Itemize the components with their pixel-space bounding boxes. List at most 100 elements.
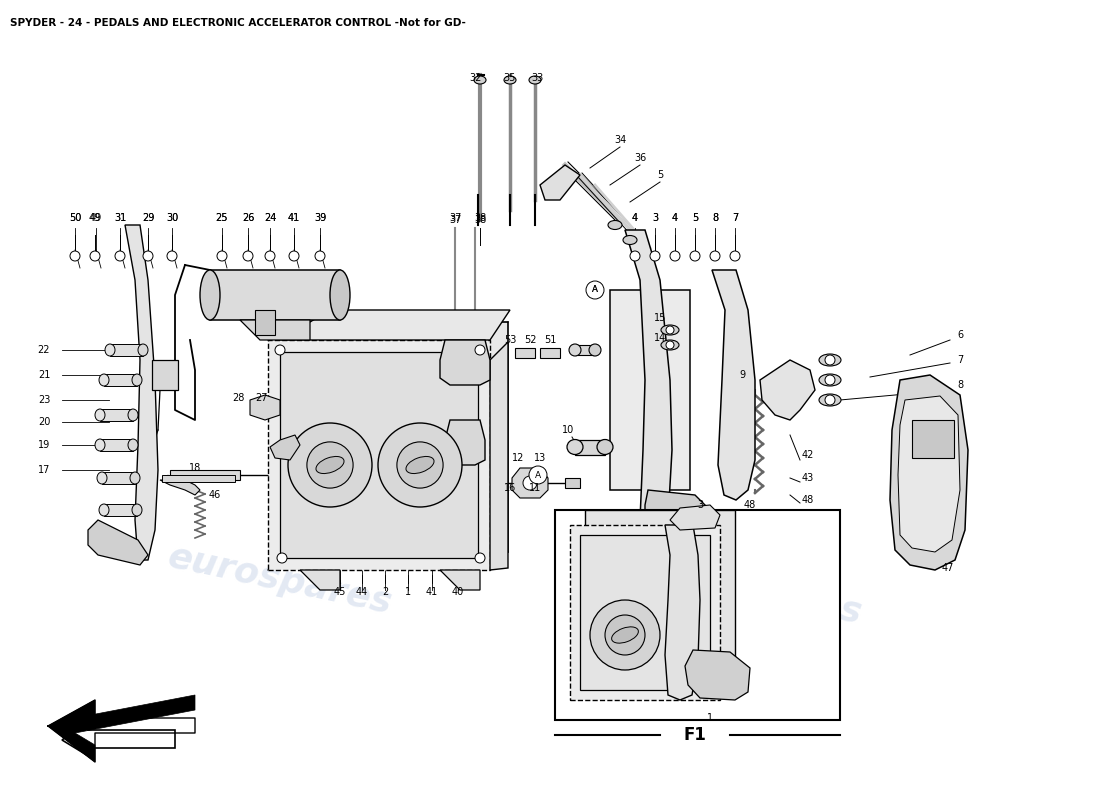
Ellipse shape — [200, 270, 220, 320]
Text: 49: 49 — [90, 213, 102, 223]
Text: 31: 31 — [114, 213, 126, 223]
Circle shape — [307, 442, 353, 488]
Circle shape — [475, 553, 485, 563]
Polygon shape — [75, 695, 195, 733]
Ellipse shape — [474, 76, 486, 84]
Text: 25: 25 — [216, 213, 229, 223]
Text: 23: 23 — [37, 395, 51, 405]
Text: 42: 42 — [802, 450, 814, 460]
Text: 22: 22 — [37, 345, 51, 355]
Circle shape — [666, 326, 674, 334]
Text: 39: 39 — [314, 213, 326, 223]
Polygon shape — [104, 504, 138, 516]
Ellipse shape — [588, 344, 601, 356]
Text: eurospares: eurospares — [635, 550, 866, 630]
Circle shape — [277, 553, 287, 563]
Polygon shape — [625, 230, 672, 555]
Text: 6: 6 — [957, 330, 964, 340]
Polygon shape — [62, 720, 175, 757]
Text: 25: 25 — [216, 213, 229, 223]
Circle shape — [825, 395, 835, 405]
Text: 24: 24 — [264, 213, 276, 223]
Circle shape — [167, 251, 177, 261]
Text: eurospares: eurospares — [165, 540, 395, 620]
Polygon shape — [540, 348, 560, 358]
Circle shape — [289, 251, 299, 261]
Text: 3: 3 — [652, 213, 658, 223]
Ellipse shape — [99, 504, 109, 516]
Text: 48: 48 — [802, 495, 814, 505]
Text: 8: 8 — [957, 380, 964, 390]
Bar — [580, 535, 710, 690]
Text: 5: 5 — [657, 170, 663, 180]
Circle shape — [265, 251, 275, 261]
Circle shape — [522, 476, 537, 490]
Polygon shape — [286, 322, 508, 552]
Text: 50: 50 — [69, 213, 81, 223]
Text: 7: 7 — [957, 355, 964, 365]
Text: 5: 5 — [692, 213, 698, 223]
Circle shape — [710, 251, 720, 261]
Text: 27: 27 — [255, 393, 268, 403]
Text: 34: 34 — [614, 135, 626, 145]
Ellipse shape — [132, 374, 142, 386]
Text: 7: 7 — [732, 213, 738, 223]
Text: 32: 32 — [469, 73, 481, 83]
Polygon shape — [270, 435, 300, 460]
Ellipse shape — [612, 627, 638, 643]
Ellipse shape — [569, 344, 581, 356]
Polygon shape — [540, 165, 580, 200]
Ellipse shape — [130, 472, 140, 484]
Polygon shape — [890, 375, 968, 570]
Polygon shape — [170, 470, 240, 480]
Text: 20: 20 — [37, 417, 51, 427]
Text: 44: 44 — [356, 587, 369, 597]
Text: 26: 26 — [242, 213, 254, 223]
Circle shape — [650, 251, 660, 261]
Text: 40: 40 — [452, 587, 464, 597]
Circle shape — [825, 355, 835, 365]
Text: 39: 39 — [314, 213, 326, 223]
Polygon shape — [575, 440, 605, 455]
Polygon shape — [666, 525, 700, 700]
Circle shape — [397, 442, 443, 488]
Circle shape — [586, 281, 604, 299]
Circle shape — [666, 341, 674, 349]
Text: 28: 28 — [232, 393, 244, 403]
Text: A: A — [592, 286, 598, 294]
Polygon shape — [160, 480, 200, 495]
Polygon shape — [565, 478, 580, 488]
Ellipse shape — [820, 374, 842, 386]
Polygon shape — [110, 344, 143, 356]
Text: 31: 31 — [114, 213, 126, 223]
Ellipse shape — [504, 76, 516, 84]
Polygon shape — [712, 270, 755, 500]
Polygon shape — [250, 395, 280, 420]
Circle shape — [243, 251, 253, 261]
Ellipse shape — [608, 221, 622, 230]
Text: 7: 7 — [732, 213, 738, 223]
Ellipse shape — [406, 457, 434, 474]
Ellipse shape — [132, 504, 142, 516]
Polygon shape — [898, 396, 960, 552]
Text: 1: 1 — [405, 587, 411, 597]
Polygon shape — [210, 270, 340, 320]
Text: 30: 30 — [166, 213, 178, 223]
Ellipse shape — [597, 439, 613, 454]
Polygon shape — [125, 225, 158, 560]
Text: 1: 1 — [707, 713, 713, 723]
Polygon shape — [440, 570, 480, 590]
Polygon shape — [585, 510, 735, 685]
Text: 52: 52 — [524, 335, 537, 345]
Text: 53: 53 — [504, 335, 516, 345]
Text: 9: 9 — [739, 370, 745, 380]
Ellipse shape — [661, 325, 679, 335]
Text: 12: 12 — [512, 453, 525, 463]
Circle shape — [217, 251, 227, 261]
Bar — [556, 510, 840, 720]
Circle shape — [690, 251, 700, 261]
Text: 3: 3 — [652, 213, 658, 223]
Circle shape — [529, 466, 547, 484]
Text: A: A — [535, 470, 541, 479]
Polygon shape — [685, 650, 750, 700]
